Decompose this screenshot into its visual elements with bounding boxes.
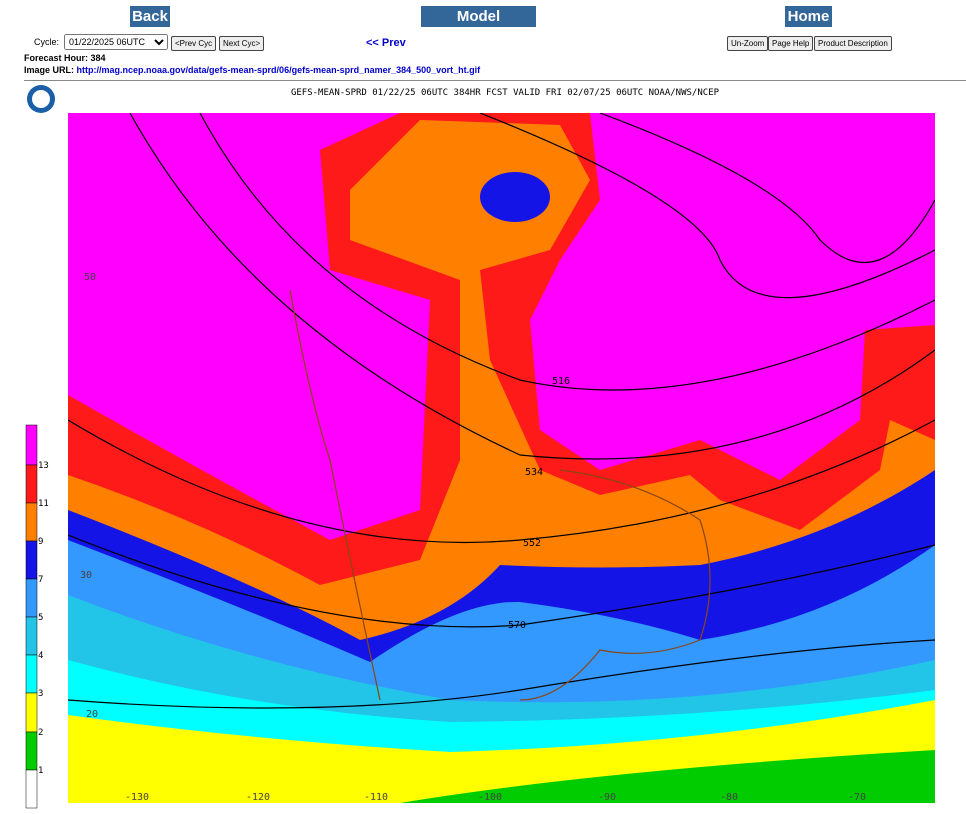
lat-labels: 50 30 20 bbox=[80, 272, 98, 720]
lat-label: 20 bbox=[86, 709, 98, 720]
prev-cycle-button[interactable]: <Prev Cyc bbox=[171, 36, 217, 51]
low-spot bbox=[480, 172, 550, 222]
colorbar-label: 3 bbox=[38, 689, 43, 699]
colorbar-swatch bbox=[25, 616, 38, 656]
colorbar-swatch bbox=[25, 692, 38, 733]
colorbar-label: 5 bbox=[38, 613, 43, 623]
colorbar-swatch bbox=[25, 502, 38, 542]
colorbar-label: 1 bbox=[38, 766, 43, 776]
lat-label: 50 bbox=[84, 272, 96, 283]
colorbar-label: 11 bbox=[38, 499, 49, 509]
colorbar-label: 4 bbox=[38, 651, 43, 661]
cycle-select[interactable]: 01/22/2025 06UTC bbox=[64, 34, 168, 50]
contour-label: 516 bbox=[552, 376, 570, 387]
noaa-logo-inner bbox=[32, 90, 50, 108]
lat-label: 30 bbox=[80, 570, 92, 581]
contour-label: 534 bbox=[525, 467, 543, 478]
colorbar-labels: 13 11 9 7 5 4 3 2 1 bbox=[38, 461, 49, 776]
map-title: GEFS-MEAN-SPRD 01/22/25 06UTC 384HR FCST… bbox=[291, 88, 720, 98]
colorbar-swatch bbox=[25, 654, 38, 694]
colorbar-swatch bbox=[25, 731, 38, 771]
lon-label: -110 bbox=[364, 792, 388, 803]
lon-labels: -130 -120 -110 -100 -90 -80 -70 bbox=[125, 792, 866, 803]
colorbar-swatch bbox=[25, 464, 38, 504]
map-field bbox=[68, 113, 935, 803]
colorbar-label: 2 bbox=[38, 728, 43, 738]
colorbar-swatch bbox=[25, 578, 38, 618]
colorbar bbox=[25, 424, 38, 809]
band-1 bbox=[400, 750, 935, 803]
divider bbox=[24, 80, 966, 81]
lon-label: -130 bbox=[125, 792, 149, 803]
coastlines bbox=[289, 289, 711, 701]
lon-label: -100 bbox=[478, 792, 502, 803]
contour-label: 552 bbox=[523, 538, 541, 549]
lon-label: -90 bbox=[598, 792, 616, 803]
lon-label: -80 bbox=[720, 792, 738, 803]
image-url-row: Image URL: http://mag.ncep.noaa.gov/data… bbox=[24, 65, 480, 75]
colorbar-label: 9 bbox=[38, 537, 43, 547]
unzoom-button[interactable]: Un-Zoom bbox=[727, 36, 769, 51]
colorbar-swatch bbox=[25, 424, 38, 466]
height-contours bbox=[68, 113, 935, 709]
contour-labels: 516 534 552 570 bbox=[508, 376, 570, 631]
model-guidance-button[interactable]: Model Guidance bbox=[421, 6, 536, 46]
cycle-label: Cycle: bbox=[34, 37, 60, 47]
forecast-hour: Forecast Hour: 384 bbox=[24, 53, 106, 63]
next-cycle-button[interactable]: Next Cyc> bbox=[219, 36, 265, 51]
back-button[interactable]: Back bbox=[130, 6, 170, 27]
page-help-button[interactable]: Page Help bbox=[768, 36, 814, 51]
colorbar-label: 13 bbox=[38, 461, 49, 471]
prev-link[interactable]: << Prev bbox=[366, 37, 406, 49]
contour-label: 570 bbox=[508, 620, 526, 631]
lon-label: -70 bbox=[848, 792, 866, 803]
colorbar-swatch bbox=[25, 769, 38, 809]
lon-label: -120 bbox=[246, 792, 270, 803]
map-image: GEFS-MEAN-SPRD 01/22/25 06UTC 384HR FCST… bbox=[25, 85, 935, 809]
colorbar-swatch bbox=[25, 540, 38, 580]
image-url-link[interactable]: http://mag.ncep.noaa.gov/data/gefs-mean-… bbox=[76, 65, 481, 75]
product-description-button[interactable]: Product Description bbox=[814, 36, 892, 51]
colorbar-label: 7 bbox=[38, 575, 43, 585]
image-url-label: Image URL: bbox=[24, 65, 75, 75]
home-button[interactable]: Home bbox=[785, 6, 832, 27]
